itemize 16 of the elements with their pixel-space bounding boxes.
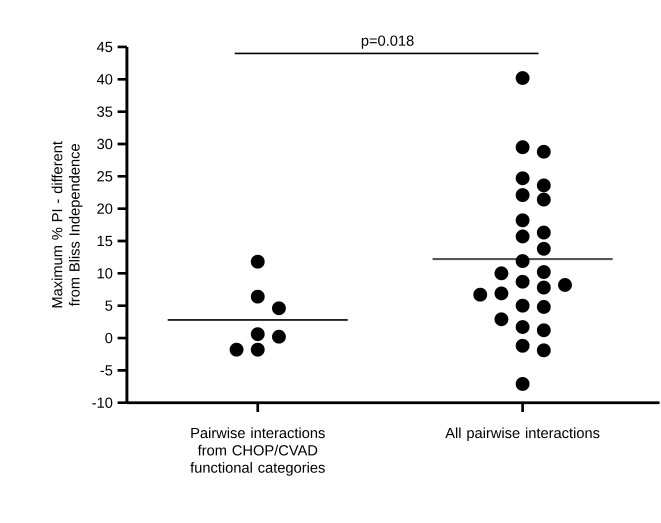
annotation: p=0.018 <box>362 36 414 49</box>
y-axis-title: Maximum % PI - different from Bliss Independence <box>52 141 83 308</box>
y-tick-label: 45 <box>96 42 112 52</box>
y-tick-label: -5 <box>100 365 112 376</box>
y-tick-label: 20 <box>97 204 112 214</box>
y-tick-label: 0 <box>105 333 112 344</box>
y-tick-label: 15 <box>98 236 112 246</box>
y-tick-label: 25 <box>97 171 112 182</box>
y-tick-label: 5 <box>105 300 112 311</box>
y-tick-label: 35 <box>97 106 112 118</box>
y-tick-label: 30 <box>97 139 112 150</box>
y-tick-label: 10 <box>98 268 112 279</box>
y-tick-label: 40 <box>96 74 112 85</box>
y-tick-label: -10 <box>92 398 112 408</box>
x-tick-label: All pairwise interactions <box>445 428 600 442</box>
x-tick-label: Pairwise interactions from CHOP/CVAD functional categories <box>190 428 325 476</box>
